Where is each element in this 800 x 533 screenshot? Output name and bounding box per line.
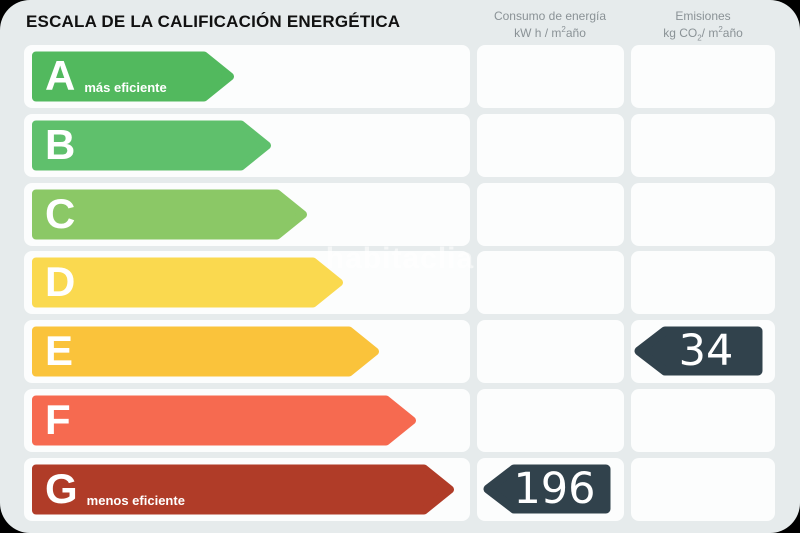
rating-row-c: C — [24, 182, 775, 246]
emisiones-value-tag: 34 — [633, 326, 765, 376]
consumo-header-units: kW h / m2año — [514, 25, 586, 40]
consumo-value-tag: 196 — [482, 464, 613, 514]
column-header-consumo: Consumo de energía kW h / m2año — [470, 9, 630, 40]
emisiones-value-tag-value: 34 — [678, 326, 734, 377]
rating-row-b: B — [24, 113, 775, 177]
rating-row-f: F — [24, 388, 775, 452]
consumo-cell-f — [477, 388, 624, 452]
emisiones-cell-b — [631, 113, 775, 177]
consumo-cell-d — [477, 251, 624, 315]
emisiones-cell-c — [631, 182, 775, 246]
band-content-b: B — [45, 120, 75, 171]
rating-band-e: E — [31, 326, 380, 377]
rating-band-b: B — [31, 120, 272, 171]
rating-letter-f: F — [45, 395, 71, 443]
emisiones-header-units: kg CO2/ m2año — [663, 25, 743, 43]
consumo-cell-b — [477, 113, 624, 177]
rating-band-d: D — [31, 257, 344, 308]
column-header-emisiones: Emisiones kg CO2/ m2año — [625, 9, 781, 45]
band-content-e: E — [45, 326, 73, 377]
band-label-a: más eficiente — [84, 80, 167, 95]
rating-letter-a: A — [45, 52, 76, 99]
emisiones-cell-d — [631, 251, 775, 315]
emisiones-header-line1: Emisiones — [675, 9, 731, 23]
band-content-d: D — [45, 257, 75, 308]
emisiones-cell-e: 34 — [631, 320, 775, 384]
scale-cell-f: F — [24, 388, 470, 452]
band-content-f: F — [45, 395, 71, 446]
band-label-g: menos eficiente — [86, 492, 185, 508]
rating-letter-b: B — [45, 120, 76, 168]
consumo-cell-g: 196 — [477, 457, 624, 521]
scale-cell-b: B — [24, 113, 470, 177]
consumo-value-tag-value: 196 — [513, 463, 596, 514]
rating-band-c: C — [31, 189, 308, 240]
rating-row-d: D — [24, 251, 775, 315]
emisiones-cell-g — [631, 457, 775, 521]
emisiones-cell-f — [631, 388, 775, 452]
rating-band-f: F — [31, 395, 417, 446]
rating-row-e: E 34 — [24, 320, 775, 384]
rating-letter-g: G — [45, 464, 78, 512]
consumo-cell-e — [477, 320, 624, 384]
band-content-c: C — [45, 189, 75, 240]
rating-letter-e: E — [45, 327, 74, 375]
scale-cell-c: C — [24, 182, 470, 246]
consumo-cell-a — [477, 45, 624, 108]
consumo-header-line1: Consumo de energía — [493, 9, 607, 23]
rating-letter-c: C — [45, 189, 76, 237]
scale-cell-e: E — [24, 320, 470, 384]
consumo-cell-c — [477, 182, 624, 246]
page-title: ESCALA DE LA CALIFICACIÓN ENERGÉTICA — [26, 12, 401, 31]
emisiones-cell-a — [631, 45, 775, 108]
rating-letter-d: D — [45, 258, 76, 306]
scale-cell-d: D — [24, 251, 470, 315]
